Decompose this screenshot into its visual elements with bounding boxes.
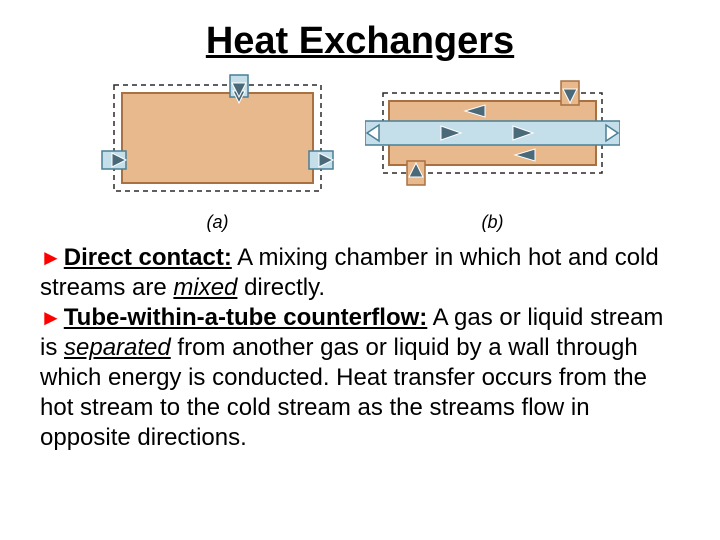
tube-term: Tube-within-a-tube counterflow:: [64, 304, 428, 331]
tube-emph: separated: [64, 334, 171, 361]
direct-tail: directly.: [237, 274, 325, 301]
inner-tube: [365, 121, 620, 145]
bullet-2-line: ►Tube-within-a-tube counterflow: A gas o…: [40, 303, 680, 453]
page-title: Heat Exchangers: [40, 20, 680, 63]
figure-b-label: (b): [365, 212, 620, 233]
bullet-icon-2: ►: [40, 305, 62, 330]
chamber: [122, 93, 313, 183]
figures-row: (a): [40, 73, 680, 233]
direct-emph: mixed: [173, 274, 237, 301]
slide: Heat Exchangers: [0, 0, 720, 540]
figure-a-label: (a): [100, 212, 335, 233]
figure-b: (b): [365, 73, 620, 233]
body-text: ►Direct contact: A mixing chamber in whi…: [40, 243, 680, 453]
bullet-icon: ►: [40, 245, 62, 270]
direct-term: Direct contact:: [64, 244, 232, 271]
figure-a-svg: [100, 73, 335, 203]
figure-b-svg: [365, 73, 620, 203]
figure-a: (a): [100, 73, 335, 233]
bullet-1-line: ►Direct contact: A mixing chamber in whi…: [40, 243, 680, 303]
